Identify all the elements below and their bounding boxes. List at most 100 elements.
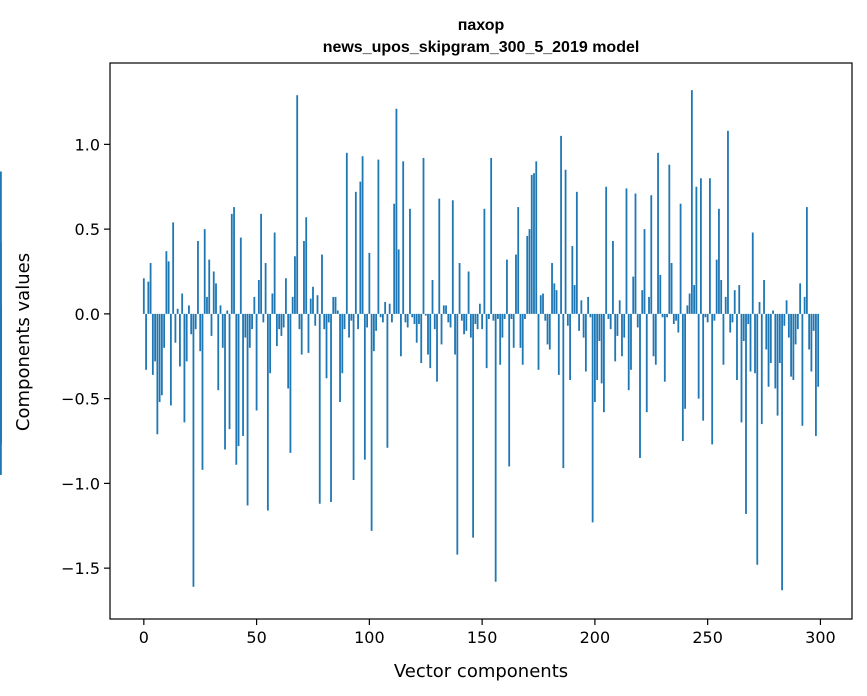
bar-197 bbox=[587, 296, 590, 314]
bar-255 bbox=[718, 208, 720, 314]
bars-group bbox=[0, 90, 820, 591]
x-tick-label: 100 bbox=[354, 628, 385, 647]
bar-132 bbox=[440, 313, 443, 345]
bar-287 bbox=[790, 313, 792, 377]
bar-252 bbox=[711, 313, 714, 445]
bar-291 bbox=[799, 283, 802, 314]
bar-215 bbox=[627, 313, 630, 391]
y-tick-label: 0.0 bbox=[75, 305, 100, 324]
bar-89 bbox=[343, 313, 346, 330]
bar-62 bbox=[282, 313, 285, 328]
bar-208 bbox=[612, 240, 614, 314]
bar-221 bbox=[641, 290, 644, 314]
bar-2 bbox=[147, 281, 150, 314]
bar-165 bbox=[515, 254, 517, 314]
bar-205 bbox=[605, 186, 608, 314]
bar-37 bbox=[226, 310, 229, 314]
bar-219 bbox=[636, 313, 639, 328]
bar-186 bbox=[562, 313, 565, 469]
bar-288 bbox=[792, 313, 795, 380]
bar-131 bbox=[438, 198, 441, 314]
bar-196 bbox=[584, 313, 587, 372]
bar-257 bbox=[722, 313, 725, 365]
bar-172 bbox=[530, 174, 533, 314]
bar-137 bbox=[451, 200, 454, 314]
bar-279 bbox=[772, 310, 774, 314]
bar-21 bbox=[190, 313, 193, 335]
bar-138 bbox=[454, 313, 456, 355]
bar-212 bbox=[621, 313, 623, 357]
bar-19 bbox=[185, 313, 188, 362]
bar-299 bbox=[817, 313, 820, 387]
bar-31 bbox=[212, 271, 215, 314]
bar-126 bbox=[427, 313, 429, 355]
bar-265 bbox=[740, 313, 743, 423]
bar-152 bbox=[485, 313, 488, 369]
bar-157 bbox=[497, 313, 499, 319]
x-tick-label: 50 bbox=[246, 628, 266, 647]
bar-296 bbox=[810, 313, 813, 372]
bar-274 bbox=[760, 313, 763, 425]
bar-147 bbox=[474, 313, 477, 325]
bar-251 bbox=[709, 178, 711, 314]
bar-256 bbox=[720, 279, 723, 314]
bar-237 bbox=[677, 313, 680, 333]
bar-206 bbox=[607, 313, 610, 319]
bar-46 bbox=[246, 313, 249, 506]
bar-127 bbox=[429, 313, 432, 369]
bar-293 bbox=[803, 296, 806, 314]
bar-76 bbox=[314, 313, 317, 326]
bar-128 bbox=[431, 279, 434, 314]
bar-239 bbox=[681, 313, 684, 442]
bar-220 bbox=[639, 313, 641, 458]
chart-title-line2: news_upos_skipgram_300_5_2019 model bbox=[323, 39, 640, 56]
bar-176 bbox=[539, 295, 542, 314]
y-tick-label: −1.5 bbox=[61, 559, 100, 578]
bar-230 bbox=[661, 313, 664, 318]
bar-261 bbox=[731, 313, 734, 323]
bar-281 bbox=[776, 313, 779, 416]
bar-193 bbox=[578, 313, 580, 331]
bar-81 bbox=[325, 313, 328, 379]
bar-163 bbox=[510, 313, 513, 319]
bar-8 bbox=[160, 313, 163, 396]
bar-47 bbox=[248, 313, 251, 348]
bar-285 bbox=[785, 300, 788, 314]
bar-272 bbox=[756, 313, 759, 565]
bar-1 bbox=[145, 313, 147, 370]
bar-294 bbox=[805, 207, 808, 314]
bar-100 bbox=[368, 252, 371, 314]
bar-123 bbox=[420, 313, 423, 364]
bar-65 bbox=[289, 313, 292, 453]
bar-278 bbox=[769, 313, 772, 364]
bar-229 bbox=[659, 274, 662, 314]
bar-194 bbox=[580, 300, 583, 314]
bar-86 bbox=[336, 310, 339, 314]
bar-226 bbox=[652, 313, 655, 357]
bar-223 bbox=[645, 313, 648, 413]
bar-82 bbox=[327, 313, 330, 323]
bar-96 bbox=[359, 181, 362, 314]
bar-149 bbox=[478, 303, 481, 314]
bar-154 bbox=[490, 157, 493, 314]
bar-264 bbox=[738, 285, 741, 314]
bar-24 bbox=[197, 240, 199, 314]
bar-27 bbox=[203, 229, 206, 314]
bar-150 bbox=[481, 313, 484, 330]
bar-51 bbox=[257, 279, 260, 314]
bar-11 bbox=[167, 261, 170, 314]
bar-5 bbox=[154, 313, 156, 362]
bar-106 bbox=[381, 313, 384, 323]
bar-139 bbox=[456, 313, 459, 555]
bar-17 bbox=[181, 293, 184, 314]
bar-136 bbox=[449, 313, 452, 328]
bar-191 bbox=[573, 285, 576, 314]
bar-105 bbox=[379, 313, 382, 318]
bar-242 bbox=[688, 293, 691, 314]
bar-72 bbox=[305, 217, 308, 314]
bar-121 bbox=[415, 313, 418, 343]
bar-270 bbox=[751, 232, 754, 314]
bar-210 bbox=[616, 313, 619, 336]
bar-60 bbox=[278, 313, 281, 330]
bar-235 bbox=[672, 313, 675, 325]
